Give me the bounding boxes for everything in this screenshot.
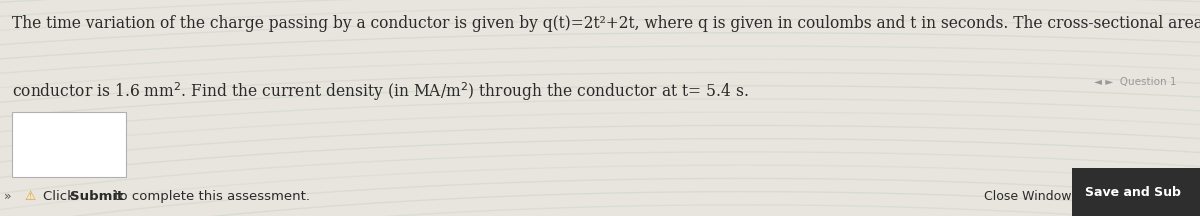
Text: Save and Sub: Save and Sub (1085, 186, 1181, 199)
Text: Submit: Submit (70, 190, 122, 203)
FancyBboxPatch shape (1072, 168, 1200, 216)
Text: conductor is 1.6 mm$^{2}$. Find the current density (in MA/m$^{2}$) through the : conductor is 1.6 mm$^{2}$. Find the curr… (12, 80, 749, 103)
Text: ⚠: ⚠ (24, 190, 35, 203)
Text: ◄ ►  Question 1: ◄ ► Question 1 (1094, 77, 1177, 87)
Text: »: » (4, 190, 11, 203)
Text: Close Window: Close Window (984, 190, 1072, 203)
FancyBboxPatch shape (12, 112, 126, 177)
Text: Click: Click (43, 190, 79, 203)
Text: to complete this assessment.: to complete this assessment. (110, 190, 311, 203)
Text: The time variation of the charge passing by a conductor is given by q(t)=2t²+2t,: The time variation of the charge passing… (12, 15, 1200, 32)
